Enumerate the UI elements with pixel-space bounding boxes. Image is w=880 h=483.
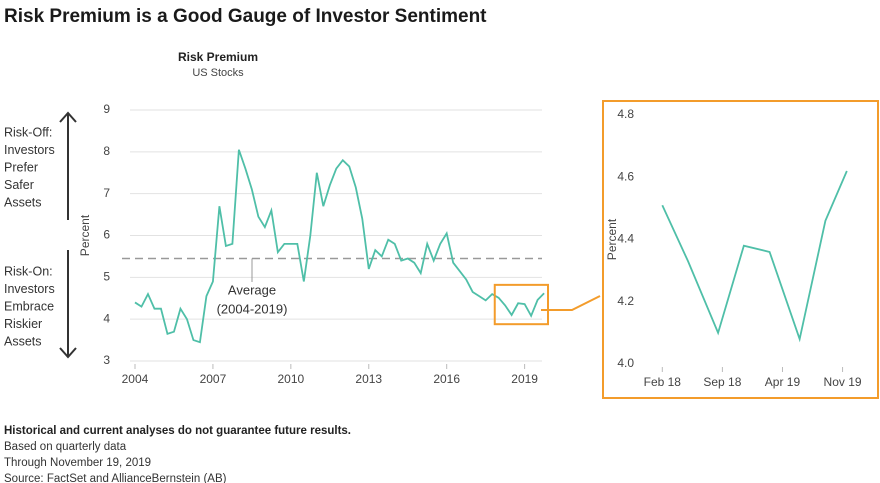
side-label: Investors: [4, 282, 55, 296]
y-tick-label: 7: [103, 186, 110, 200]
side-arrows: [59, 111, 77, 359]
footnote: Historical and current analyses do not g…: [4, 425, 351, 437]
y-axis-label: Percent: [605, 218, 619, 260]
y-tick-label: 9: [103, 102, 110, 116]
y-tick-label: 4.2: [617, 294, 634, 308]
data-line: [661, 170, 848, 343]
average-label: (2004-2019): [217, 301, 288, 316]
x-tick-label: 2013: [355, 372, 382, 386]
x-tick-label: Apr 19: [765, 375, 801, 389]
x-tick-label: 2007: [200, 372, 227, 386]
page-title: Risk Premium is a Good Gauge of Investor…: [4, 6, 487, 27]
y-tick-label: 4.0: [617, 356, 634, 370]
x-tick-label: Nov 19: [824, 375, 862, 389]
side-label: Investors: [4, 143, 55, 157]
footnote: Through November 19, 2019: [4, 457, 151, 469]
average-label: Average: [228, 282, 276, 297]
y-tick-label: 4: [103, 311, 110, 325]
side-label: Assets: [4, 334, 42, 348]
side-label: Embrace: [4, 299, 54, 313]
y-tick-label: 6: [103, 228, 110, 242]
x-tick-label: Sep 18: [703, 375, 741, 389]
x-tick-label: 2016: [433, 372, 460, 386]
data-line: [134, 149, 545, 344]
chart-title: Risk Premium: [178, 50, 258, 64]
y-tick-label: 5: [103, 270, 110, 284]
y-tick-label: 4.4: [617, 232, 634, 246]
highlight-box: [493, 283, 549, 326]
side-label: Prefer: [4, 160, 38, 174]
side-label: Assets: [4, 195, 42, 209]
y-tick-label: 3: [103, 353, 110, 367]
side-label: Riskier: [4, 317, 42, 331]
side-label: Risk-Off:: [4, 125, 52, 139]
footnote: Source: FactSet and AllianceBernstein (A…: [4, 473, 227, 483]
x-tick-label: 2019: [511, 372, 538, 386]
y-axis-label: Percent: [78, 214, 92, 256]
x-tick-label: 2010: [277, 372, 304, 386]
side-label: Safer: [4, 178, 34, 192]
y-tick-label: 4.6: [617, 169, 634, 183]
footnote: Based on quarterly data: [4, 441, 127, 453]
chart-subtitle: US Stocks: [192, 67, 244, 79]
y-tick-label: 8: [103, 144, 110, 158]
side-label: Risk-On:: [4, 264, 53, 278]
inset-frame: [602, 100, 879, 399]
connector: [541, 295, 601, 311]
y-tick-label: 4.8: [617, 107, 634, 121]
x-tick-label: Feb 18: [644, 375, 682, 389]
x-tick-label: 2004: [122, 372, 149, 386]
